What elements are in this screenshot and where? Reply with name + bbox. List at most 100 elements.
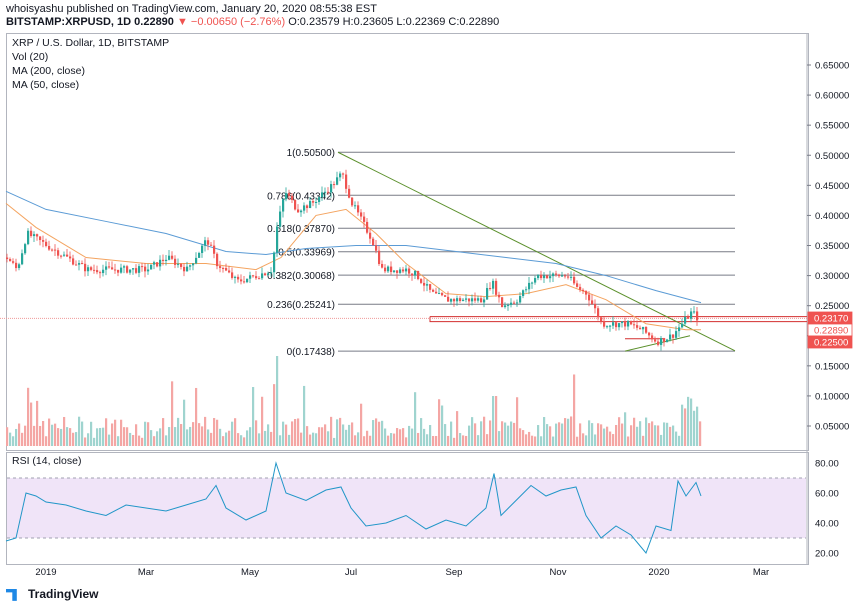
candle-body xyxy=(561,275,564,277)
volume-bar xyxy=(360,403,363,446)
volume-bar xyxy=(645,417,648,446)
rsi-tick-label: 80.00 xyxy=(815,459,839,470)
rsi-band xyxy=(7,478,806,538)
candle-body xyxy=(291,195,294,200)
volume-bar xyxy=(45,436,48,446)
volume-bar xyxy=(483,416,486,446)
candle-body xyxy=(381,263,384,268)
candle-body xyxy=(141,266,144,268)
candle-body xyxy=(543,275,546,279)
candle-body xyxy=(171,255,174,259)
volume-bar xyxy=(630,425,633,446)
candle-body xyxy=(684,316,687,324)
candle-body xyxy=(642,326,645,330)
volume-bar xyxy=(453,437,456,446)
candle-body xyxy=(486,288,489,300)
volume-bar xyxy=(165,435,168,446)
candle-body xyxy=(462,299,465,302)
rsi-line xyxy=(5,461,702,554)
volume-bar xyxy=(681,404,684,446)
volume-bar xyxy=(249,427,252,446)
candle-body xyxy=(177,263,180,265)
volume-bar xyxy=(33,425,36,446)
volume-bar xyxy=(288,434,291,446)
candle-body xyxy=(219,266,222,268)
candle-body xyxy=(150,264,153,270)
candle-body xyxy=(216,253,219,267)
candle-body xyxy=(84,263,87,272)
volume-bar xyxy=(63,416,66,446)
candle-body xyxy=(360,212,363,217)
volume-bar xyxy=(648,423,651,446)
volume-bar xyxy=(144,421,147,446)
volume-bar xyxy=(447,435,450,446)
candle-body xyxy=(330,184,333,193)
volume-bar xyxy=(615,424,618,446)
volume-bar xyxy=(30,402,33,446)
price-panel[interactable] xyxy=(6,33,809,451)
candle-body xyxy=(636,325,639,328)
volume-bar xyxy=(117,436,120,446)
volume-bar xyxy=(108,434,111,446)
volume-bar xyxy=(414,392,417,446)
candle-body xyxy=(168,255,171,260)
volume-bar xyxy=(252,387,255,446)
candle-body xyxy=(384,267,387,272)
volume-bar xyxy=(177,417,180,446)
volume-bar xyxy=(66,427,69,446)
volume-bar xyxy=(18,423,21,446)
candle-body xyxy=(414,270,417,276)
volume-bar xyxy=(687,396,690,446)
volume-bar xyxy=(15,428,18,446)
volume-bar xyxy=(537,425,540,446)
candle-body xyxy=(369,232,372,239)
volume-bar xyxy=(366,430,369,446)
volume-bar xyxy=(633,417,636,446)
volume-bar xyxy=(570,416,573,446)
y-tick-label: 0.15000 xyxy=(815,361,849,372)
volume-bar xyxy=(462,435,465,446)
volume-bar xyxy=(423,428,426,446)
candle-body xyxy=(180,263,183,267)
candle-body xyxy=(420,279,423,283)
volume-bar xyxy=(627,436,630,446)
volume-bar xyxy=(186,429,189,446)
candle-body xyxy=(231,272,234,278)
candle-body xyxy=(480,298,483,303)
candle-body xyxy=(306,205,309,209)
candle-body xyxy=(126,266,129,273)
candle-body xyxy=(672,334,675,338)
volume-bar xyxy=(222,436,225,446)
candle-body xyxy=(510,302,513,305)
candle-body xyxy=(258,278,261,280)
volume-bar xyxy=(561,423,564,446)
candle-body xyxy=(483,299,486,303)
fib-label: 0.618(0.37870) xyxy=(267,224,335,235)
price-tag-label: 0.22500 xyxy=(814,338,848,349)
volume-bar xyxy=(150,430,153,446)
candle-body xyxy=(15,262,18,269)
volume-bar xyxy=(192,422,195,446)
volume-bar xyxy=(399,429,402,446)
candle-body xyxy=(303,205,306,211)
volume-bar xyxy=(369,435,372,446)
volume-bar xyxy=(381,420,384,446)
candle-body xyxy=(471,298,474,302)
price-tag-label: 0.23170 xyxy=(814,314,848,325)
volume-bar xyxy=(237,433,240,446)
volume-bar xyxy=(639,421,642,446)
candle-body xyxy=(615,322,618,328)
volume-bar xyxy=(81,421,84,446)
candle-body xyxy=(51,249,54,251)
volume-bar xyxy=(336,419,339,446)
candle-body xyxy=(606,326,609,328)
candle-body xyxy=(402,269,405,272)
candle-body xyxy=(408,268,411,274)
volume-bar xyxy=(393,433,396,446)
symbol-name: BITSTAMP:XRPUSD, 1D xyxy=(6,16,132,28)
volume-bar xyxy=(498,431,501,446)
volume-bar xyxy=(672,425,675,446)
volume-bar xyxy=(507,425,510,446)
y-tick-label: 0.30000 xyxy=(815,271,849,282)
candle-body xyxy=(327,191,330,193)
